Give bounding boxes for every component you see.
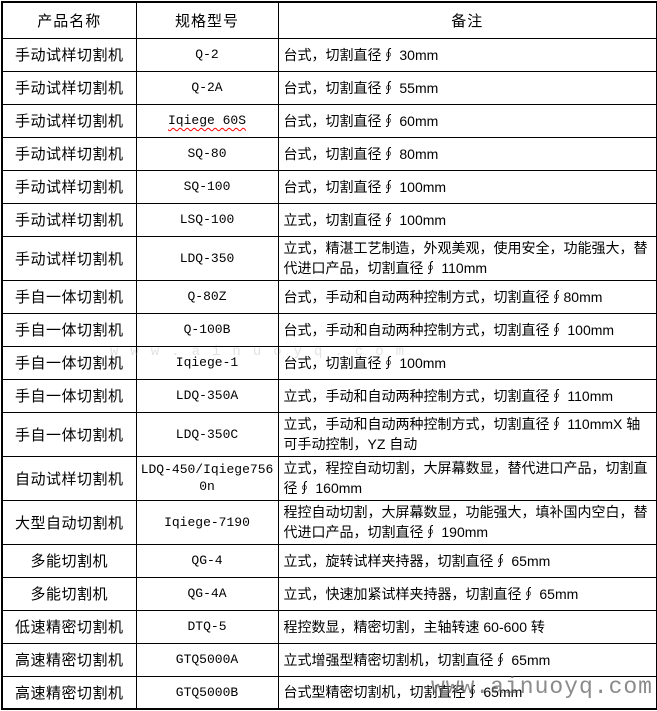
col-header-remarks: 备注 — [277, 1, 657, 39]
header-row: 产品名称 规格型号 备注 — [1, 1, 657, 39]
model-cell: LDQ-350 — [135, 235, 279, 281]
product-name-cell: 低速精密切割机 — [1, 609, 137, 644]
model-cell: LDQ-350C — [135, 411, 279, 457]
note-cell: 台式，手动和自动两种控制方式，切割直径∮ 100mm — [277, 312, 657, 347]
note-cell: 立式，快速加紧试样夹持器，切割直径∮ 65mm — [277, 576, 657, 611]
table-row: 高速精密切割机 GTQ5000B 台式型精密切割机，切割直径∮ 65mm — [1, 675, 657, 710]
table-row: 低速精密切割机 DTQ-5 程控数显，精密切割，主轴转速 60-600 转 — [1, 609, 657, 644]
note-cell: 程控数显，精密切割，主轴转速 60-600 转 — [277, 609, 657, 644]
product-name-cell: 多能切割机 — [1, 576, 137, 611]
model-cell: Q-80Z — [135, 279, 279, 314]
col-header-product-name: 产品名称 — [1, 1, 137, 39]
model-cell: LSQ-100 — [135, 202, 279, 237]
product-name-cell: 手自一体切割机 — [1, 312, 137, 347]
table-row: 手自一体切割机 Q-100B 台式，手动和自动两种控制方式，切割直径∮ 100mm — [1, 312, 657, 347]
table-row: 手自一体切割机 LDQ-350C 立式，手动和自动两种控制方式，切割直径∮ 110m… — [1, 411, 657, 457]
product-name-cell: 手动试样切割机 — [1, 37, 137, 72]
table-row: 多能切割机 QG-4 立式，旋转试样夹持器，切割直径∮ 65mm — [1, 543, 657, 578]
table-row: 大型自动切割机 Iqiege-7190 程控自动切割，大屏幕数显，功能强大，填补国内… — [1, 499, 657, 545]
note-cell: 台式，手动和自动两种控制方式，切割直径∮80mm — [277, 279, 657, 314]
table-row: 手自一体切割机 Q-80Z 台式，手动和自动两种控制方式，切割直径∮80mm — [1, 279, 657, 314]
note-cell: 台式，切割直径∮ 30mm — [277, 37, 657, 72]
product-name-cell: 多能切割机 — [1, 543, 137, 578]
product-name-cell: 自动试样切割机 — [1, 455, 137, 501]
note-cell: 立式，手动和自动两种控制方式，切割直径∮ 110mmX 轴可手动控制，YZ 自动 — [277, 411, 657, 457]
table-row: 手动试样切割机 LSQ-100 立式，切割直径∮ 100mm — [1, 202, 657, 237]
product-name-cell: 手动试样切割机 — [1, 136, 137, 171]
model-cell: Iqiege-7190 — [135, 499, 279, 545]
table-row: 手动试样切割机 Q-2A 台式，切割直径∮ 55mm — [1, 70, 657, 105]
table-row: 手动试样切割机 SQ-100 台式，切割直径∮ 100mm — [1, 169, 657, 204]
table-row: 手动试样切割机 Q-2 台式，切割直径∮ 30mm — [1, 37, 657, 72]
note-cell: 台式，切割直径∮ 60mm — [277, 103, 657, 138]
model-cell: Q-100B — [135, 312, 279, 347]
model-cell: QG-4A — [135, 576, 279, 611]
table-row: 手动试样切割机 SQ-80 台式，切割直径∮ 80mm — [1, 136, 657, 171]
note-cell: 台式，切割直径∮ 100mm — [277, 345, 657, 380]
table-row: 手自一体切割机 Iqiege-1 台式，切割直径∮ 100mm — [1, 345, 657, 380]
product-name-cell: 手自一体切割机 — [1, 411, 137, 457]
model-cell: QG-4 — [135, 543, 279, 578]
model-cell: DTQ-5 — [135, 609, 279, 644]
note-cell: 立式，旋转试样夹持器，切割直径∮ 65mm — [277, 543, 657, 578]
model-cell: Iqiege 60S — [135, 103, 279, 138]
note-cell: 台式，切割直径∮ 100mm — [277, 169, 657, 204]
col-header-model: 规格型号 — [135, 1, 279, 39]
note-cell: 台式，切割直径∮ 80mm — [277, 136, 657, 171]
table-row: 多能切割机 QG-4A 立式，快速加紧试样夹持器，切割直径∮ 65mm — [1, 576, 657, 611]
note-cell: 程控自动切割，大屏幕数显，功能强大，填补国内空白，替代进口产品，切割直径∮ 19… — [277, 499, 657, 545]
model-cell: SQ-100 — [135, 169, 279, 204]
product-name-cell: 手动试样切割机 — [1, 169, 137, 204]
model-cell: LDQ-450/Iqiege756 0n — [135, 455, 279, 501]
product-name-cell: 手自一体切割机 — [1, 279, 137, 314]
note-cell: 台式型精密切割机，切割直径∮ 65mm — [277, 675, 657, 710]
product-name-cell: 手自一体切割机 — [1, 345, 137, 380]
product-name-cell: 手动试样切割机 — [1, 70, 137, 105]
note-cell: 立式，手动和自动两种控制方式，切割直径∮ 110mm — [277, 378, 657, 413]
table-row: 手动试样切割机 LDQ-350 立式，精湛工艺制造，外观美观，使用安全，功能强大，替… — [1, 235, 657, 281]
table-body: 手动试样切割机 Q-2 台式，切割直径∮ 30mm 手动试样切割机 Q-2A 台式，切割直… — [1, 37, 657, 710]
model-cell: GTQ5000B — [135, 675, 279, 710]
product-name-cell: 手自一体切割机 — [1, 378, 137, 413]
table-row: 自动试样切割机 LDQ-450/Iqiege756 0n 立式，程控自动切割，大屏幕… — [1, 455, 657, 501]
model-cell: Q-2A — [135, 70, 279, 105]
table-row: 高速精密切割机 GTQ5000A 立式增强型精密切割机，切割直径∮ 65mm — [1, 642, 657, 677]
product-name-cell: 手动试样切割机 — [1, 235, 137, 281]
note-cell: 立式，程控自动切割，大屏幕数显，替代进口产品，切割直径∮ 160mm — [277, 455, 657, 501]
product-name-cell: 手动试样切割机 — [1, 202, 137, 237]
product-name-cell: 高速精密切割机 — [1, 675, 137, 710]
model-cell: SQ-80 — [135, 136, 279, 171]
table-row: 手动试样切割机 Iqiege 60S 台式，切割直径∮ 60mm — [1, 103, 657, 138]
product-name-cell: 手动试样切割机 — [1, 103, 137, 138]
product-name-cell: 高速精密切割机 — [1, 642, 137, 677]
table-row: 手自一体切割机 LDQ-350A 立式，手动和自动两种控制方式，切割直径∮ 110m… — [1, 378, 657, 413]
model-cell: LDQ-350A — [135, 378, 279, 413]
note-cell: 立式增强型精密切割机，切割直径∮ 65mm — [277, 642, 657, 677]
model-cell: Q-2 — [135, 37, 279, 72]
note-cell: 台式，切割直径∮ 55mm — [277, 70, 657, 105]
model-cell: Iqiege-1 — [135, 345, 279, 380]
model-cell: GTQ5000A — [135, 642, 279, 677]
note-cell: 立式，切割直径∮ 100mm — [277, 202, 657, 237]
product-name-cell: 大型自动切割机 — [1, 499, 137, 545]
note-cell: 立式，精湛工艺制造，外观美观，使用安全，功能强大，替代进口产品，切割直径∮ 11… — [277, 235, 657, 281]
